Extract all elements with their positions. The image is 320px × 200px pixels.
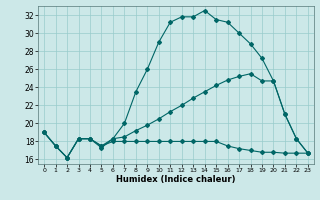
X-axis label: Humidex (Indice chaleur): Humidex (Indice chaleur) [116,175,236,184]
